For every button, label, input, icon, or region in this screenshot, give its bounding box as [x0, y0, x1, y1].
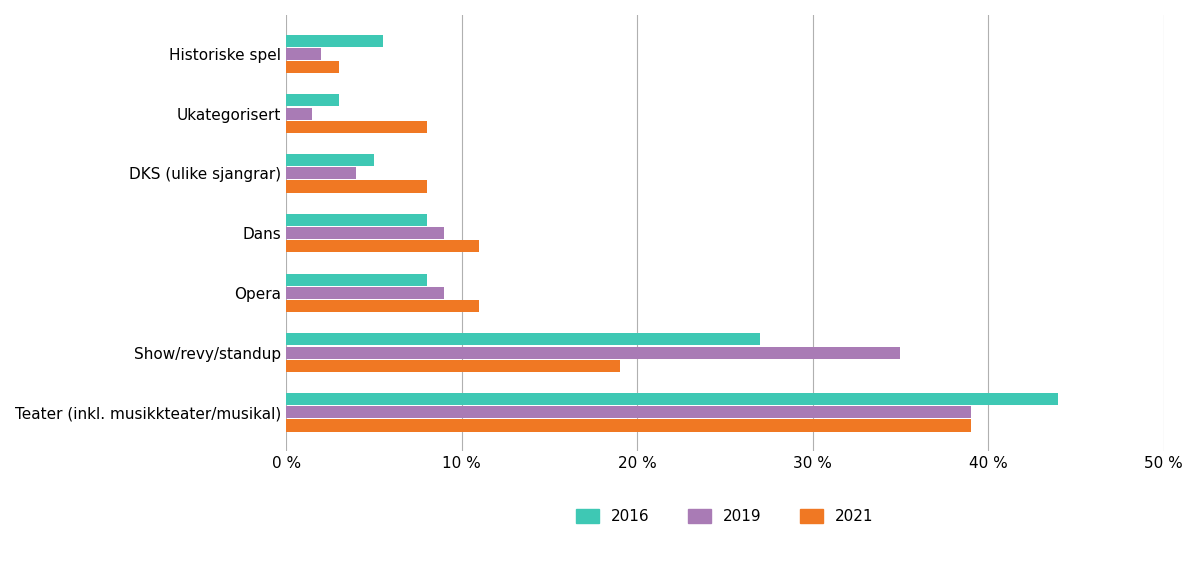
Bar	[286, 107, 313, 120]
Bar	[286, 419, 970, 432]
Bar	[286, 214, 426, 226]
Bar	[286, 300, 479, 312]
Bar	[286, 181, 426, 193]
Bar	[286, 333, 760, 345]
Bar	[286, 287, 444, 299]
Bar	[286, 154, 374, 166]
Bar	[286, 35, 382, 47]
Bar	[286, 120, 426, 133]
Bar	[286, 61, 339, 73]
Bar	[286, 94, 339, 106]
Bar	[286, 360, 619, 372]
Bar	[286, 346, 901, 358]
Bar	[286, 240, 479, 252]
Bar	[286, 168, 356, 179]
Bar	[286, 406, 970, 419]
Bar	[286, 48, 321, 60]
Bar	[286, 227, 444, 239]
Bar	[286, 274, 426, 286]
Bar	[286, 393, 1058, 405]
Legend: 2016, 2019, 2021: 2016, 2019, 2021	[570, 503, 879, 530]
